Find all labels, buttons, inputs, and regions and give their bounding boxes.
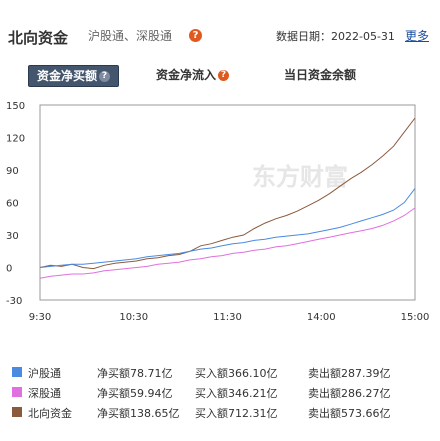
help-icon[interactable]: ? <box>218 70 230 81</box>
legend-sell-amount: 卖出额286.27亿 <box>308 387 391 400</box>
legend-swatch <box>12 387 22 397</box>
y-tick-label: 150 <box>6 101 25 112</box>
legend-swatch <box>12 407 22 417</box>
y-tick-label: 90 <box>6 166 19 177</box>
y-tick-label: 60 <box>6 199 19 210</box>
legend-item: 北向资金 净买额138.65亿 买入额712.31亿 卖出额573.66亿 <box>12 404 437 422</box>
y-tick-label: 0 <box>6 264 12 275</box>
legend-net-buy: 净买额78.71亿 <box>97 367 173 380</box>
x-tick-label: 14:00 <box>307 312 336 323</box>
tab-net-buy[interactable]: 资金净买额? <box>28 65 120 87</box>
x-tick-label: 10:30 <box>119 312 148 323</box>
legend-item: 深股通 净买额59.94亿 买入额346.21亿 卖出额286.27亿 <box>12 384 437 402</box>
series-line <box>39 207 416 279</box>
x-tick-label: 15:00 <box>401 312 430 323</box>
tab-net-inflow[interactable]: 资金净流入? <box>156 65 230 85</box>
help-icon[interactable]: ? <box>99 71 111 82</box>
plot-frame <box>39 104 416 301</box>
x-tick-label: 11:30 <box>213 312 242 323</box>
tab-daily-balance-label: 当日资金余额 <box>284 68 357 82</box>
x-tick-label: 9:30 <box>29 312 51 323</box>
tab-net-buy-label: 资金净买额 <box>37 69 98 83</box>
legend-name: 深股通 <box>28 387 61 400</box>
help-icon[interactable]: ? <box>189 29 202 42</box>
y-tick-label: 120 <box>6 134 25 145</box>
more-link[interactable]: 更多 <box>405 29 430 43</box>
series-line <box>39 117 416 270</box>
page-title: 北向资金 <box>8 29 69 47</box>
legend-swatch <box>12 367 22 377</box>
y-tick-label: 30 <box>6 231 19 242</box>
legend-buy-amount: 买入额346.21亿 <box>195 387 278 400</box>
watermark: 东方财富 <box>252 163 348 191</box>
legend-name: 沪股通 <box>28 367 61 380</box>
tab-daily-balance[interactable]: 当日资金余额 <box>284 65 356 85</box>
line-chart: 东方财富 150 120 90 60 30 0 -30 9:30 10:30 11:30 14:00 1… <box>6 101 430 323</box>
header: 北向资金 沪股通、深股通 ? 数据日期：2022-05-31 更多 <box>0 0 440 47</box>
legend-sell-amount: 卖出额573.66亿 <box>308 407 391 420</box>
legend-net-buy: 净买额59.94亿 <box>97 387 173 400</box>
legend-buy-amount: 买入额366.10亿 <box>195 367 278 380</box>
legend-sell-amount: 卖出额287.39亿 <box>308 367 391 380</box>
series-line <box>39 188 416 268</box>
legend-net-buy: 净买额138.65亿 <box>97 407 180 420</box>
chart-area: 东方财富 150 120 90 60 30 0 -30 9:30 10:30 11:30 14:00 1… <box>0 95 440 435</box>
y-tick-label: -30 <box>6 296 22 307</box>
legend-buy-amount: 买入额712.31亿 <box>195 407 278 420</box>
data-date-label: 数据日期：2022-05-31 <box>276 30 395 43</box>
legend-item: 沪股通 净买额78.71亿 买入额366.10亿 卖出额287.39亿 <box>12 364 437 382</box>
page-subtitle: 沪股通、深股通 <box>88 29 173 43</box>
legend-name: 北向资金 <box>28 407 72 420</box>
tab-bar: 资金净买额? 资金净流入? 当日资金余额 <box>28 65 428 87</box>
tab-net-inflow-label: 资金净流入 <box>156 68 217 82</box>
